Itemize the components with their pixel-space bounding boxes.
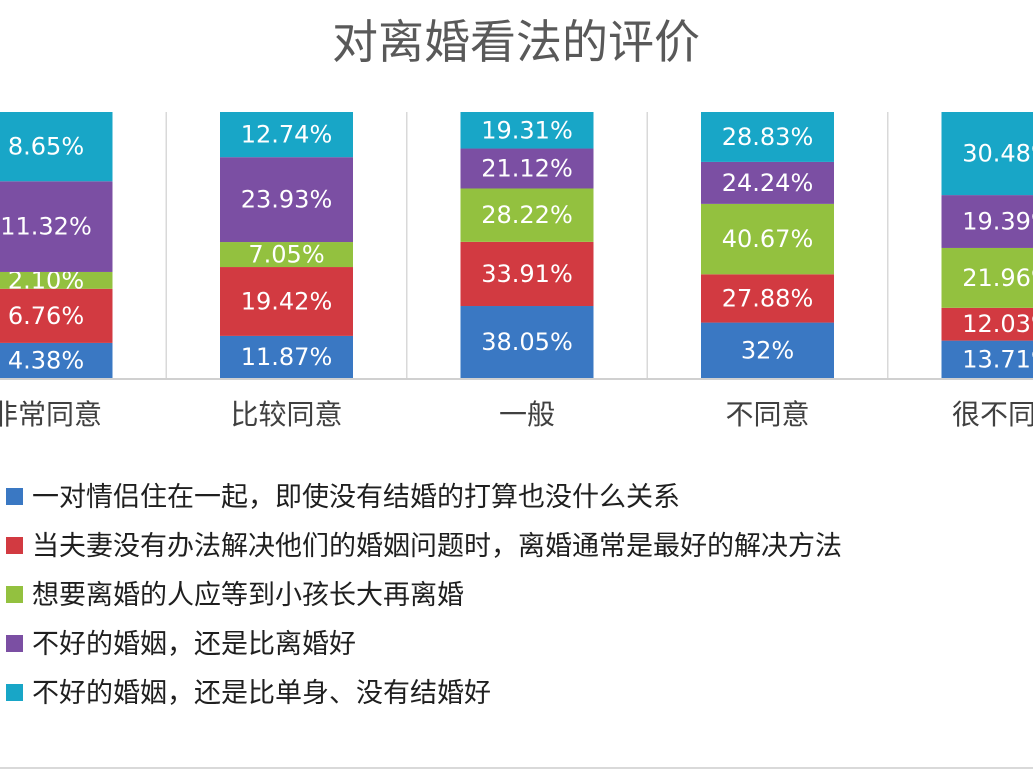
legend-swatch [6,635,23,652]
chart-title: 对离婚看法的评价 [332,15,700,69]
data-label: 19.39% [962,208,1033,236]
bar-segment [941,195,1033,248]
data-label: 28.22% [481,201,573,229]
data-label: 4.38% [8,346,84,374]
bar-segment [701,161,834,204]
legend-swatch [6,537,23,554]
data-label: 40.67% [722,225,814,253]
x-tick-label: 一般 [499,398,555,431]
legend-label: 想要离婚的人应等到小孩长大再离婚 [32,580,464,611]
bar-segment [941,340,1033,378]
bar-segment [220,157,353,243]
data-label: 8.65% [8,133,84,161]
x-tick-label: 很不同意 [952,398,1033,431]
bar-segment [460,112,594,149]
x-tick-label: 非常同意 [0,398,102,431]
data-label: 13.71% [962,345,1033,373]
data-label: 33.91% [481,260,573,288]
bar-segment [0,112,113,182]
bar-segment [701,112,834,162]
bar-segment [220,335,353,378]
bar-segment [941,307,1033,341]
plot-area: 4.38%6.76%2.10%11.32%8.65%非常同意11.87%19.4… [0,112,1033,431]
data-label: 30.48% [962,140,1033,168]
data-label: 7.05% [248,241,324,269]
data-label: 19.31% [481,116,573,144]
bar-segment [701,322,834,378]
bar-segment [0,342,113,378]
bar-segment [220,242,353,268]
data-label: 12.74% [241,121,333,149]
legend-swatch [6,488,23,505]
bar-segment [941,112,1033,196]
data-label: 27.88% [722,284,814,312]
data-label: 24.24% [722,169,814,197]
data-label: 32% [741,336,794,364]
legend-label: 不好的婚姻，还是比单身、没有结婚好 [32,678,491,709]
legend-label: 不好的婚姻，还是比离婚好 [32,629,356,660]
bar-segment [220,267,353,336]
data-label: 28.83% [722,123,814,151]
bar-segment [220,112,353,158]
bar-segment [460,306,594,378]
bar-segment [460,241,594,307]
legend-swatch [6,586,23,603]
x-tick-label: 比较同意 [230,398,342,431]
data-label: 21.96% [962,264,1033,292]
legend-swatch [6,684,23,701]
bar-segment [941,247,1033,308]
data-label: 12.03% [962,310,1033,338]
data-label: 11.87% [241,343,333,371]
x-tick-label: 不同意 [725,398,809,431]
data-label: 6.76% [8,302,84,330]
bar-segment [0,181,113,272]
legend: 一对情侣住在一起，即使没有结婚的打算也没什么关系当夫妻没有办法解决他们的婚姻问题… [0,482,1033,769]
bar-segment [701,203,834,275]
bar-segment [701,274,834,323]
legend-label: 当夫妻没有办法解决他们的婚姻问题时，离婚通常是最好的解决方法 [32,531,842,562]
data-label: 21.12% [481,155,573,183]
bar-segment [0,288,113,343]
bar-segment [460,148,594,189]
bar-segment [460,188,594,242]
bar-segment [0,271,113,289]
data-label: 23.93% [241,186,333,214]
legend-label: 一对情侣住在一起，即使没有结婚的打算也没什么关系 [32,482,680,513]
data-label: 11.32% [0,213,92,241]
data-label: 19.42% [241,287,333,315]
data-label: 38.05% [481,328,573,356]
